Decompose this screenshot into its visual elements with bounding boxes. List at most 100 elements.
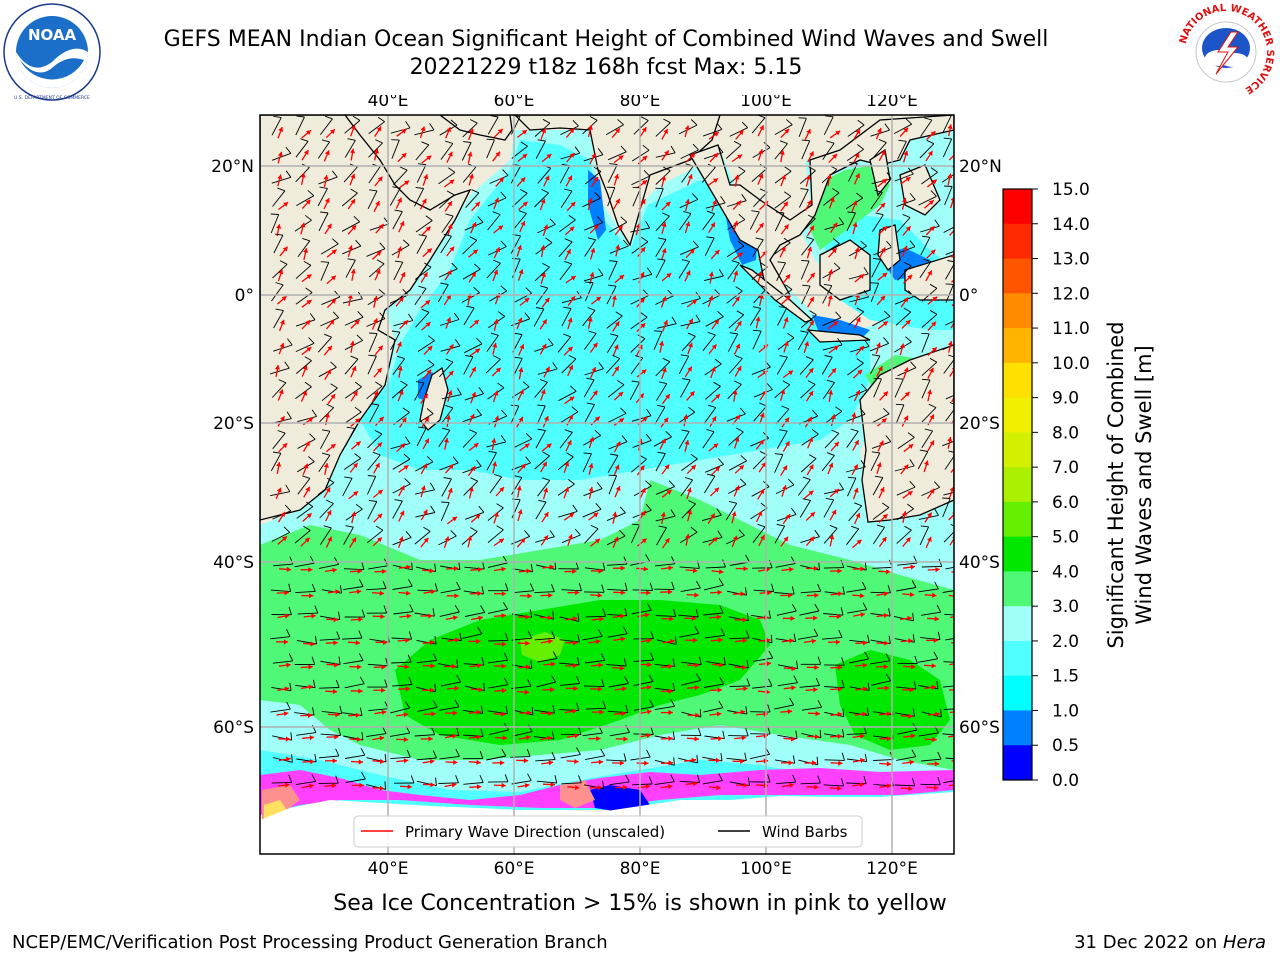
wind-barb-feather: [814, 603, 820, 612]
colorbar-band: [1003, 397, 1032, 433]
wind-barb-feather: [335, 679, 340, 688]
wind-barb: [342, 477, 353, 497]
wave-direction-arrowhead: [765, 637, 771, 643]
lon-label-bottom: 40°E: [368, 859, 409, 875]
wind-barb-feather: [787, 332, 795, 339]
wave-direction-arrowhead: [739, 465, 744, 470]
wind-barb: [368, 333, 378, 353]
wind-barb: [271, 152, 292, 161]
wave-direction-arrowhead: [598, 759, 604, 765]
wave-direction-arrowhead: [591, 153, 596, 159]
wave-direction-arrowhead: [593, 177, 598, 182]
wind-barb-feather: [552, 611, 554, 620]
wind-barb: [321, 387, 338, 402]
wave-direction-arrowhead: [423, 174, 429, 180]
wind-barb-feather: [911, 777, 916, 786]
wind-barb: [823, 613, 844, 616]
wind-barb-feather: [717, 458, 724, 465]
wave-direction-arrowhead: [546, 443, 552, 449]
wind-barb-feather: [588, 330, 597, 334]
wave-direction-arrowhead: [834, 489, 840, 494]
wave-direction-arrowhead: [687, 509, 693, 515]
wave-direction-arrowhead: [447, 390, 453, 396]
wave-direction-arrowhead: [286, 566, 292, 572]
wind-barb-feather: [745, 728, 749, 737]
wave-direction-arrowhead: [403, 320, 409, 326]
wind-barb: [391, 661, 412, 664]
wave-direction-arrowhead: [355, 418, 360, 424]
wind-barb: [294, 562, 315, 568]
wave-direction-arrowhead: [521, 130, 527, 135]
wind-barb-feather: [492, 211, 501, 215]
wind-barb: [416, 757, 437, 761]
wind-barb-feather: [850, 428, 859, 432]
wave-direction-arrowhead: [405, 637, 410, 643]
wind-barb-feather: [697, 727, 702, 736]
wind-barb-feather: [823, 283, 832, 287]
wind-barb-feather: [595, 503, 602, 510]
wind-barb: [729, 637, 750, 640]
wind-barb: [752, 685, 773, 689]
wind-barb: [510, 165, 522, 184]
wave-direction-arrowhead: [804, 341, 810, 347]
wind-barb: [318, 212, 329, 232]
wave-direction-arrowhead: [355, 712, 361, 718]
wind-barb: [920, 237, 931, 256]
wave-direction-arrowhead: [687, 366, 692, 372]
wind-barb: [486, 755, 506, 761]
wind-barb: [872, 316, 891, 327]
wave-direction-arrowhead: [928, 151, 933, 156]
wave-direction-arrowhead: [596, 296, 601, 302]
wind-barb: [608, 683, 629, 688]
wind-barb-feather: [443, 477, 452, 480]
wind-barb: [297, 478, 311, 495]
wind-barb: [799, 610, 820, 616]
wave-direction-arrowhead: [473, 320, 479, 325]
wave-direction-arrowhead: [593, 512, 599, 518]
wave-direction-arrowhead: [788, 370, 794, 376]
wind-barb-feather: [728, 500, 737, 504]
wind-barb: [343, 586, 364, 591]
wave-direction-arrowhead: [886, 736, 892, 742]
wind-barb: [441, 215, 454, 233]
wave-direction-arrowhead: [543, 512, 549, 518]
wind-barb-feather: [483, 682, 485, 691]
wind-barb-feather: [648, 776, 653, 785]
wave-direction-arrowhead: [685, 199, 690, 204]
wind-barb-feather: [631, 380, 640, 383]
wave-direction-arrowhead: [498, 225, 503, 231]
wind-barb-feather: [529, 609, 533, 618]
wind-barb-feather: [883, 310, 891, 317]
wind-barb: [631, 415, 652, 422]
wind-barb-feather: [912, 634, 915, 643]
wave-direction-arrowhead: [685, 533, 691, 539]
wave-direction-arrowhead: [639, 393, 644, 399]
wave-direction-arrowhead: [667, 589, 673, 595]
wave-direction-arrowhead: [639, 298, 645, 303]
wave-direction-arrowhead: [932, 736, 937, 743]
wave-direction-arrowhead: [279, 343, 285, 348]
wind-barb-feather: [396, 355, 405, 360]
wave-direction-arrowhead: [814, 784, 819, 790]
wind-barb-feather: [526, 748, 531, 757]
wind-barb: [703, 683, 724, 688]
wave-direction-arrowhead: [300, 222, 306, 228]
wind-barb: [654, 687, 675, 692]
wave-direction-arrowhead: [955, 274, 960, 279]
wind-barb: [728, 358, 743, 374]
wave-direction-arrowhead: [857, 369, 863, 375]
wind-barb-feather: [653, 330, 663, 332]
wind-barb-feather: [334, 557, 339, 565]
wind-barb-feather: [924, 428, 933, 432]
wave-direction-arrowhead: [931, 321, 936, 327]
wind-barb-feather: [594, 192, 601, 199]
wind-barb-feather: [421, 308, 430, 313]
wind-barb-feather: [285, 146, 292, 154]
wind-barb-feather: [944, 185, 953, 187]
wind-barb-feather: [502, 169, 509, 176]
wind-barb-feather: [670, 509, 676, 517]
wind-barb-feather: [959, 582, 963, 589]
wind-barb-feather: [392, 186, 401, 189]
wind-barb-feather: [833, 238, 840, 244]
wind-barb: [897, 265, 912, 281]
